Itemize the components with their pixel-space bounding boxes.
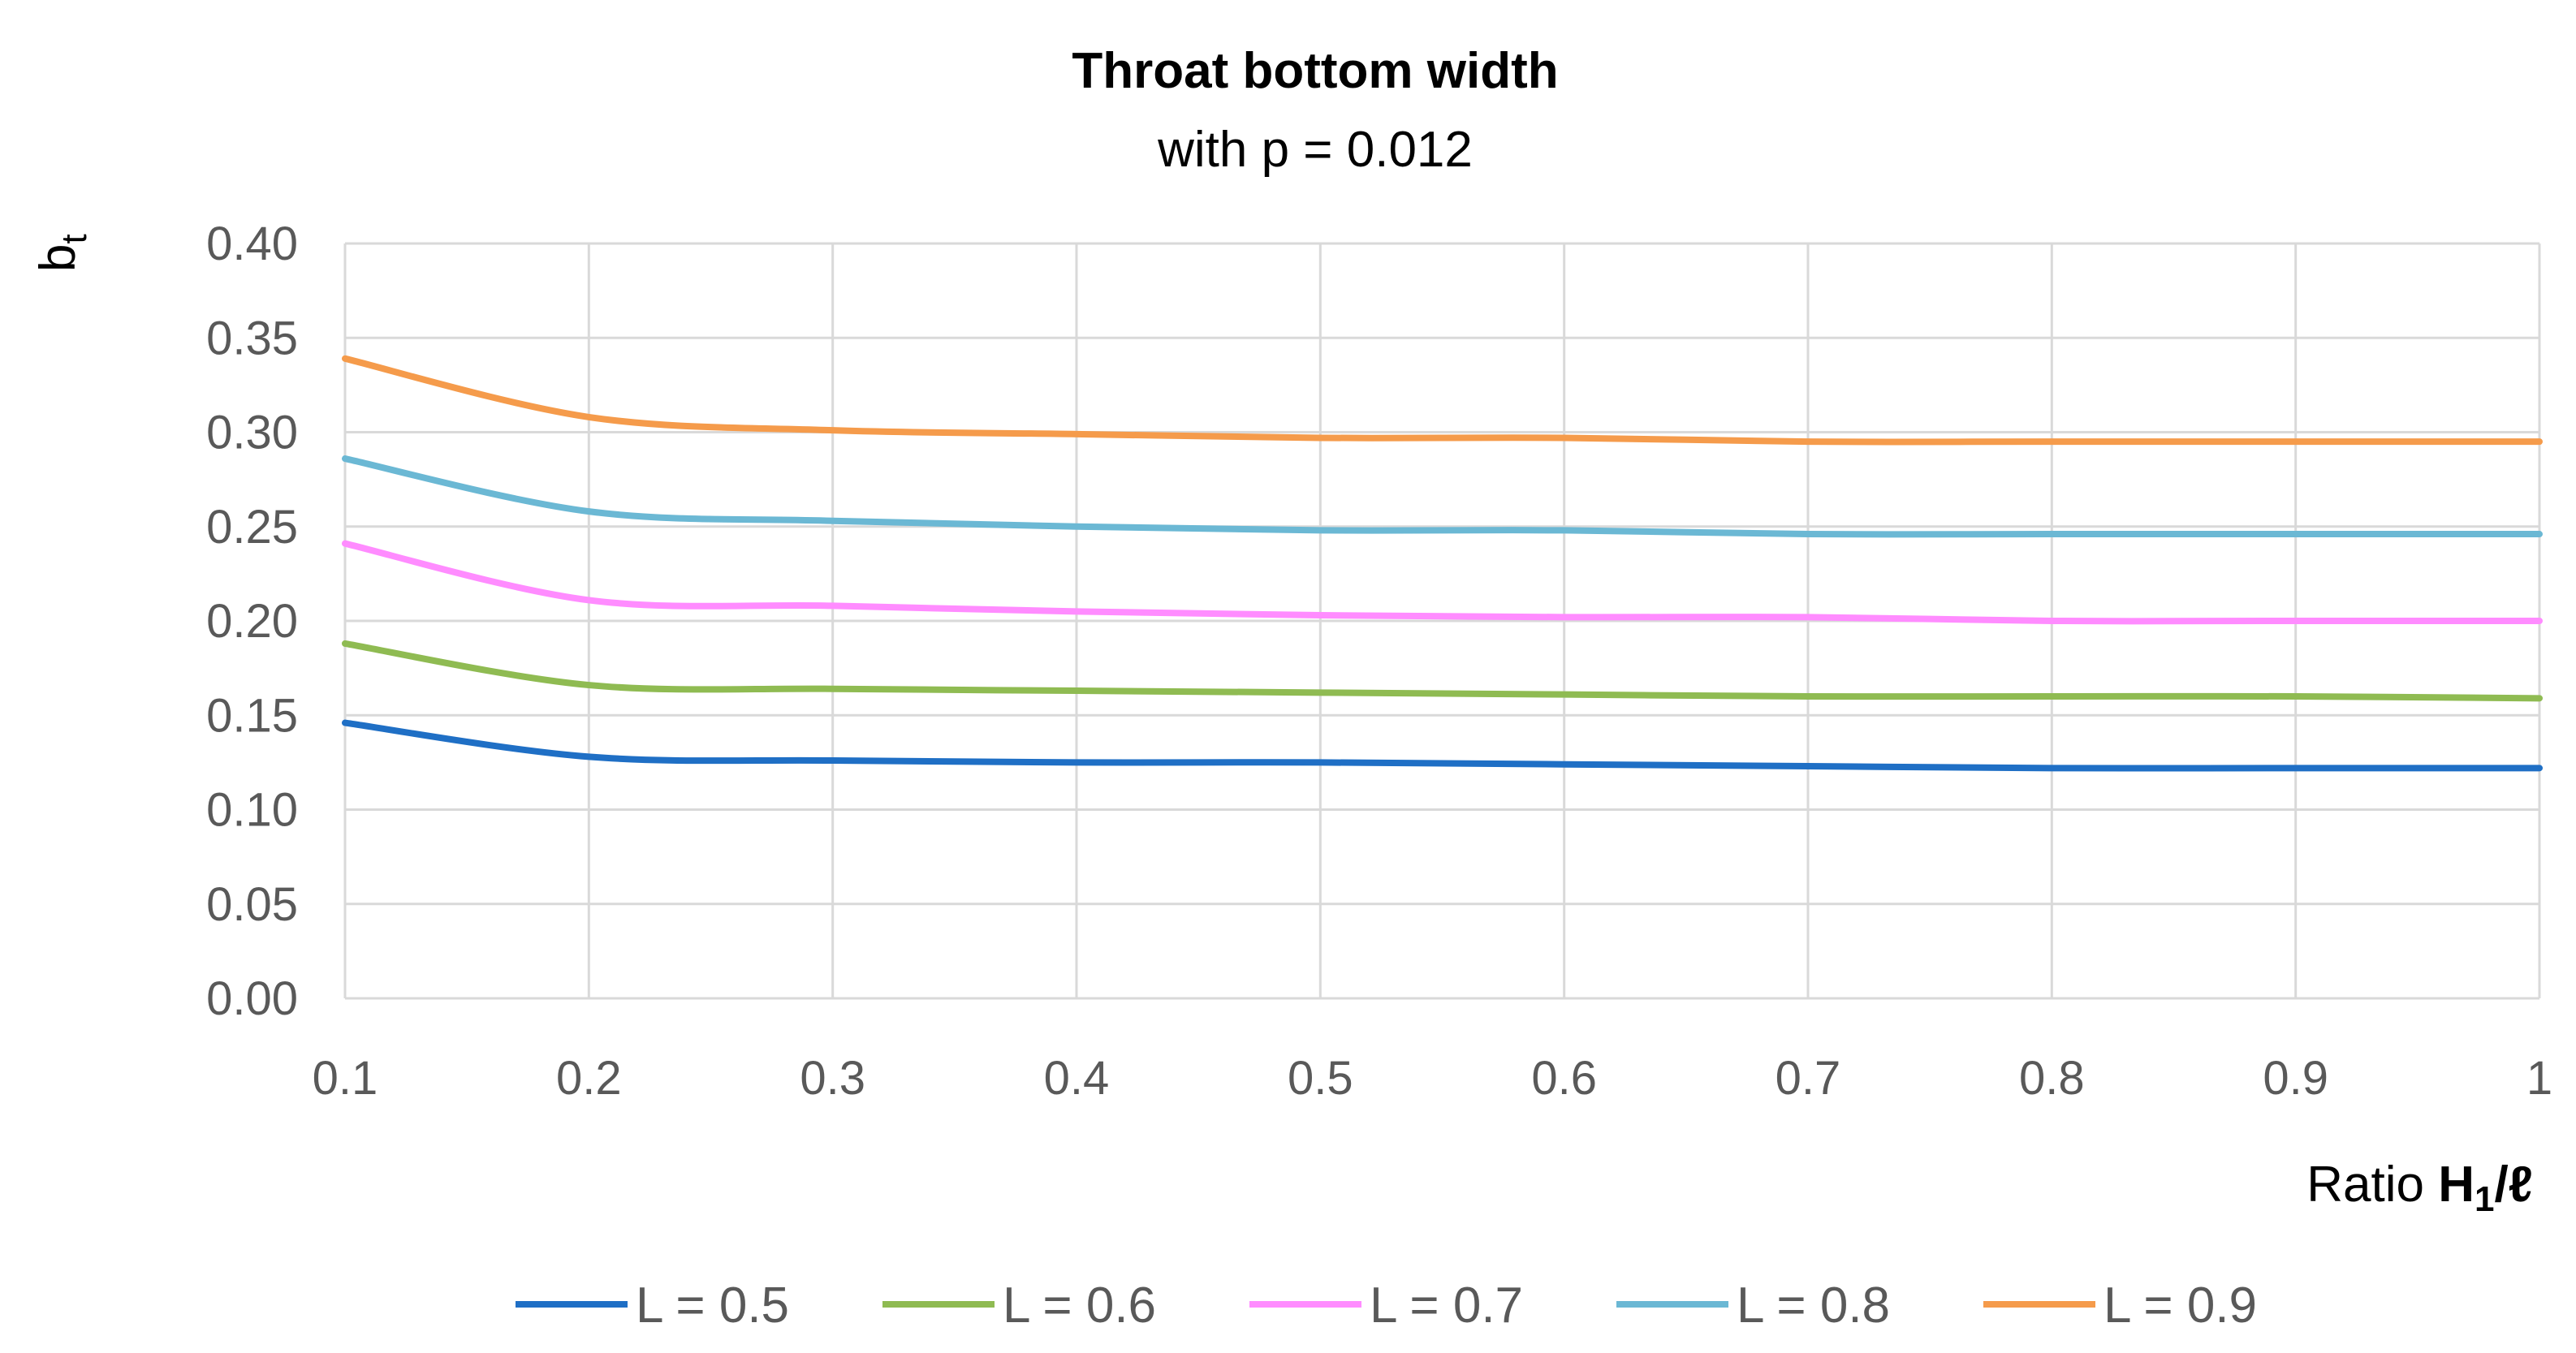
x-tick-label: 0.1	[313, 1052, 378, 1105]
x-tick-label: 1	[2526, 1052, 2552, 1105]
x-axis-label-subscript: 1	[2475, 1179, 2494, 1219]
y-tick-label: 0.20	[206, 595, 298, 648]
legend-label: L = 0.9	[2104, 1278, 2257, 1334]
chart-subtitle: with p = 0.012	[1157, 122, 1473, 178]
legend-item: L = 0.8	[1616, 1278, 1890, 1334]
y-tick-label: 0.15	[206, 689, 298, 742]
series-line	[342, 719, 2543, 772]
y-tick-label: 0.40	[206, 218, 298, 270]
series-line	[342, 455, 2543, 538]
x-tick-label: 0.8	[2019, 1052, 2085, 1105]
x-tick-label: 0.3	[800, 1052, 865, 1105]
y-tick-label: 0.00	[206, 972, 298, 1025]
x-tick-label: 0.7	[1776, 1052, 1841, 1105]
x-axis-label-prefix: Ratio	[2306, 1157, 2438, 1213]
x-tick-label: 0.2	[556, 1052, 622, 1105]
series-line	[342, 640, 2543, 702]
legend-item: L = 0.5	[516, 1278, 789, 1334]
y-axis-label-subscript: t	[54, 234, 94, 243]
x-axis-label: Ratio H1/ℓ	[2306, 1157, 2533, 1219]
y-tick-label: 0.25	[206, 501, 298, 554]
series-line	[342, 540, 2543, 625]
x-tick-label: 0.6	[1531, 1052, 1597, 1105]
y-axis-ticks: 0.00 0.05 0.10 0.15 0.20 0.25 0.30 0.35 0.40	[206, 218, 298, 1025]
x-axis-label-suffix: /ℓ	[2494, 1157, 2533, 1213]
x-tick-label: 0.9	[2263, 1052, 2328, 1105]
x-tick-label: 0.5	[1288, 1052, 1353, 1105]
legend-item: L = 0.7	[1249, 1278, 1523, 1334]
y-axis-label-main: b	[30, 244, 86, 272]
y-tick-label: 0.30	[206, 407, 298, 459]
legend-label: L = 0.7	[1370, 1278, 1523, 1334]
y-tick-label: 0.10	[206, 784, 298, 837]
legend-label: L = 0.8	[1737, 1278, 1890, 1334]
x-axis-label-main: H	[2438, 1157, 2475, 1213]
legend-label: L = 0.5	[636, 1278, 789, 1334]
x-axis-ticks: 0.1 0.2 0.3 0.4 0.5 0.6 0.7 0.8 0.9 1	[313, 1052, 2552, 1105]
series-line	[342, 355, 2543, 446]
legend-label: L = 0.6	[1003, 1278, 1156, 1334]
y-tick-label: 0.35	[206, 312, 298, 364]
legend-item: L = 0.9	[1983, 1278, 2257, 1334]
legend: L = 0.5 L = 0.6 L = 0.7 L = 0.8 L = 0.9	[516, 1278, 2257, 1334]
y-tick-label: 0.05	[206, 878, 298, 931]
series-lines	[342, 355, 2543, 772]
chart-title: Throat bottom width	[1072, 43, 1558, 99]
y-axis-label: bt	[30, 234, 94, 272]
legend-item: L = 0.6	[882, 1278, 1156, 1334]
x-tick-label: 0.4	[1044, 1052, 1110, 1105]
